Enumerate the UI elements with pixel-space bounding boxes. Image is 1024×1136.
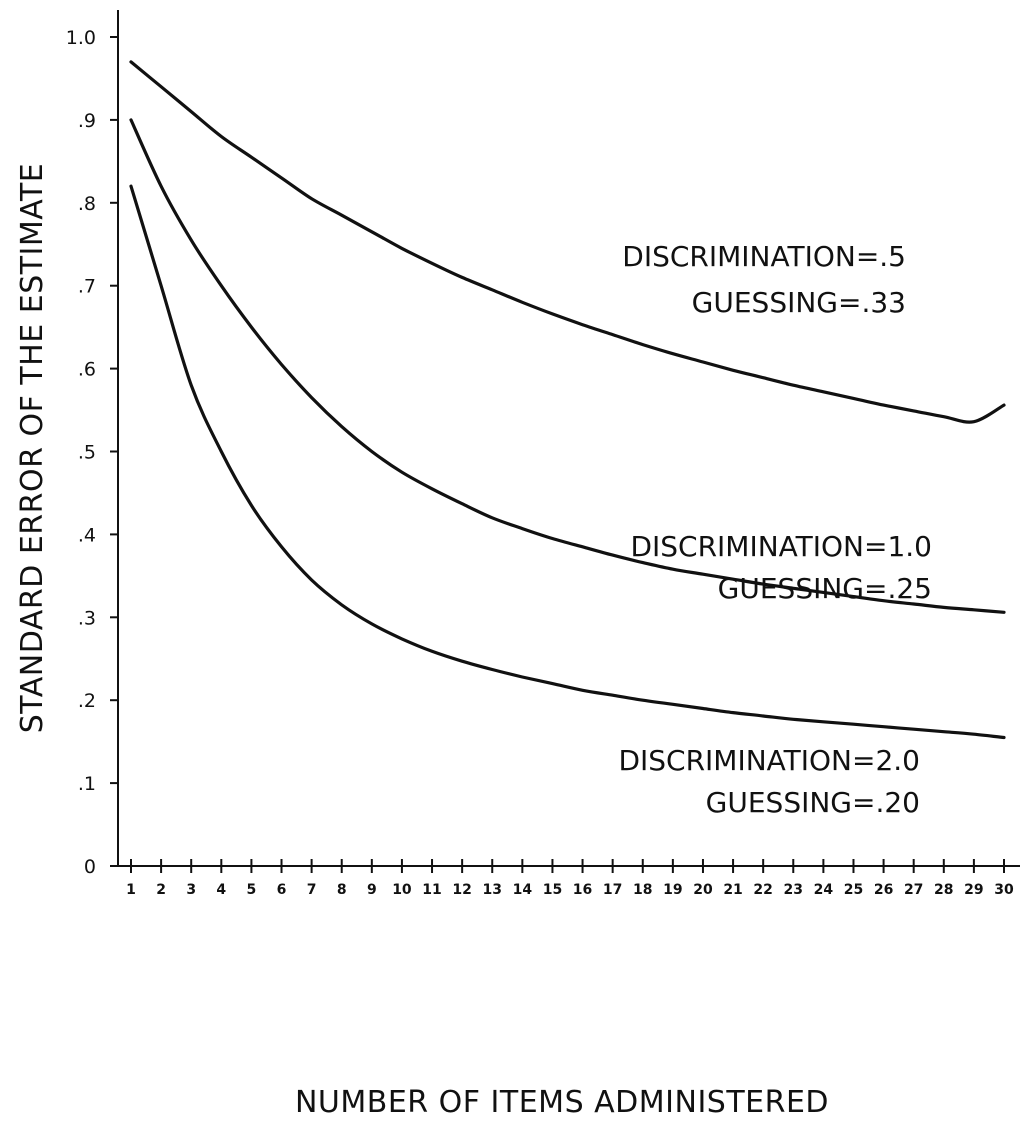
x-tick-label: 13 — [482, 882, 501, 898]
x-tick-label: 17 — [603, 882, 622, 898]
x-tick-label: 14 — [513, 882, 533, 898]
curve-annotation-1-line-2: GUESSING=.33 — [692, 286, 906, 319]
x-tick-label: 18 — [633, 882, 652, 898]
curve-annotation-3-line-1: DISCRIMINATION=2.0 — [618, 744, 920, 777]
series-line-3 — [129, 184, 1006, 740]
x-tick-label: 28 — [934, 882, 953, 898]
x-tick-label: 12 — [452, 882, 471, 898]
x-tick-label: 27 — [904, 882, 923, 898]
x-tick-label: 24 — [814, 882, 834, 898]
y-tick-label: .8 — [78, 193, 96, 215]
x-axis-title: NUMBER OF ITEMS ADMINISTERED — [295, 1085, 829, 1120]
axes-layer — [110, 10, 1020, 873]
x-tick-label: 5 — [247, 882, 257, 898]
x-tick-label: 10 — [392, 882, 412, 898]
x-tick-label: 26 — [874, 882, 893, 898]
x-tick-label: 23 — [784, 882, 803, 898]
x-tick-label: 11 — [422, 882, 441, 898]
x-tick-label: 9 — [367, 882, 377, 898]
y-tick-label: 1.0 — [66, 27, 96, 49]
series-line-1 — [129, 60, 1006, 424]
x-tick-label: 16 — [573, 882, 592, 898]
x-tick-label: 22 — [753, 882, 772, 898]
series-line-2 — [129, 118, 1006, 614]
series-layer — [129, 60, 1006, 740]
x-tick-label: 7 — [307, 882, 317, 898]
y-tick-label: .4 — [78, 524, 96, 546]
labels-layer: 0.1.2.3.4.5.6.7.8.91.01 2 3 4 5 6 7 8 9 10 11 12 13 1… — [15, 27, 1014, 1120]
y-tick-label: .3 — [78, 607, 96, 629]
y-tick-label: .5 — [78, 442, 96, 464]
x-tick-label: 8 — [337, 882, 347, 898]
curve-annotation-2-line-1: DISCRIMINATION=1.0 — [630, 530, 932, 563]
x-tick-label: 6 — [277, 882, 287, 898]
x-tick-label: 3 — [186, 882, 196, 898]
x-tick-label: 4 — [216, 882, 226, 898]
y-axis-title: STANDARD ERROR OF THE ESTIMATE — [15, 163, 50, 734]
y-tick-label: .6 — [78, 359, 96, 381]
x-tick-label: 1 — [126, 882, 136, 898]
y-tick-label: 0 — [84, 856, 96, 878]
y-tick-label: .2 — [78, 690, 96, 712]
y-tick-label: .9 — [78, 110, 96, 132]
curve-annotation-3-line-2: GUESSING=.20 — [706, 786, 920, 819]
y-tick-label: .1 — [78, 773, 96, 795]
curve-annotation-1-line-1: DISCRIMINATION=.5 — [622, 240, 906, 273]
x-tick-label: 30 — [994, 882, 1014, 898]
x-tick-label: 20 — [693, 882, 713, 898]
y-tick-label: .7 — [78, 276, 96, 298]
x-tick-label: 21 — [723, 882, 742, 898]
x-tick-label: 2 — [156, 882, 166, 898]
x-tick-label: 19 — [663, 882, 682, 898]
x-tick-label: 15 — [543, 882, 562, 898]
curve-annotation-2-line-2: GUESSING=.25 — [718, 572, 932, 605]
x-tick-label: 29 — [964, 882, 983, 898]
x-tick-label: 25 — [844, 882, 863, 898]
